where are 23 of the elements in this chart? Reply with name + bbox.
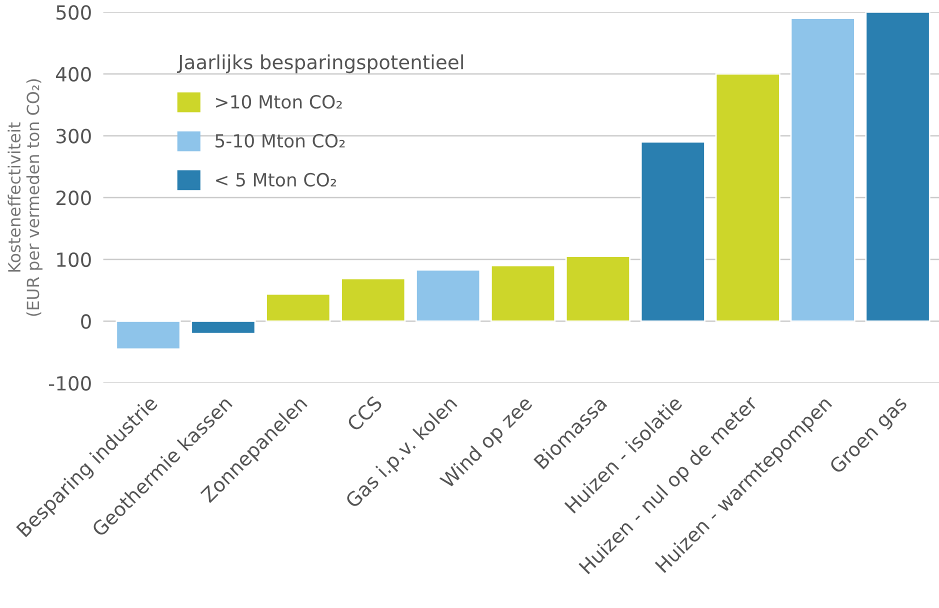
legend-label: 5-10 Mton CO₂ — [216, 134, 345, 148]
bar — [640, 141, 706, 322]
y-axis-title: Kosteneffectiviteit (EUR per vermeden ton CO₂) — [8, 79, 42, 316]
y-tick-label: -100 — [49, 376, 91, 391]
y-tick-label: 0 — [81, 314, 91, 329]
y-tick-label: 500 — [56, 5, 91, 20]
bar — [340, 278, 406, 322]
bar — [266, 293, 331, 322]
bar — [116, 320, 181, 350]
bar — [715, 73, 780, 322]
y-tick-label: 400 — [56, 66, 91, 82]
bar — [565, 256, 631, 322]
legend-label: >10 Mton CO₂ — [216, 95, 342, 109]
y-tick-label: 100 — [57, 252, 91, 268]
bar — [416, 269, 481, 322]
legend-label: < 5 Mton CO₂ — [216, 172, 336, 187]
bar — [490, 264, 556, 322]
y-tick-label: 300 — [56, 128, 91, 144]
bar — [865, 12, 930, 322]
y-tick-label: 200 — [56, 190, 91, 206]
bar — [790, 18, 856, 322]
legend-title: Jaarlijks besparingspotentieel — [177, 54, 463, 74]
bar — [190, 320, 256, 334]
